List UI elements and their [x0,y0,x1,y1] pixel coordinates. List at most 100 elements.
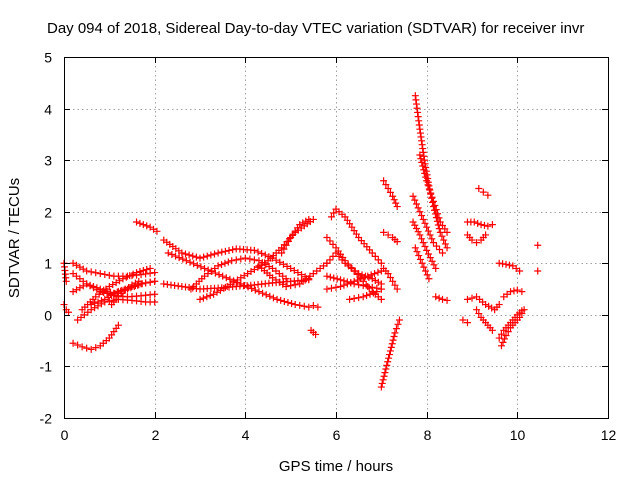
plus-point [417,155,425,163]
plus-point [411,244,419,252]
plus-point [255,288,263,296]
x-tick-label: 4 [242,427,250,443]
plus-point [380,372,388,380]
plus-point [497,342,505,350]
plus-point [359,277,367,285]
plus-point [185,251,193,259]
plus-point [96,270,104,278]
plus-point [200,253,208,261]
plus-point [299,219,307,227]
plus-point [434,210,442,218]
plus-point [384,185,392,193]
plus-point [473,306,481,314]
plus-point [534,241,542,249]
plus-point [83,280,91,288]
plus-point [323,259,331,267]
plus-point [353,270,361,278]
plus-point [432,206,440,214]
plus-point [206,292,214,300]
plus-point [291,281,299,289]
plus-point [495,334,503,342]
series-arc-42 [459,316,471,327]
plus-point [250,246,258,254]
plus-point [393,285,401,293]
plus-point [146,278,154,286]
plus-point [114,321,122,329]
plus-point [485,302,493,310]
plus-point [89,282,97,290]
series-arc-23 [323,272,385,293]
plus-point [179,255,187,263]
plus-point [254,248,262,256]
series-arc-33 [409,192,447,257]
plus-point [371,276,379,284]
plus-point [344,260,352,268]
plus-point [384,358,392,366]
plus-point [296,301,304,309]
series-arc-35 [411,244,433,283]
plus-point [421,219,429,227]
plus-point [499,338,507,346]
plus-point [426,231,434,239]
plus-point [151,290,159,298]
series-arc-18 [278,215,313,257]
plus-point [391,281,399,289]
plus-point [69,339,77,347]
plus-point [221,259,229,267]
plus-point [337,276,345,284]
plus-point [266,292,274,300]
plus-point [443,296,451,304]
plus-point [282,241,290,249]
series-arc-36 [432,293,451,304]
y-tick-label: -2 [40,411,53,427]
plus-point [468,294,476,302]
series-arc-24 [327,205,385,267]
series-arc-39 [463,293,503,314]
plus-point [482,231,490,239]
plus-point [280,245,288,253]
y-tick-label: 3 [44,153,52,169]
plus-point [330,209,338,217]
plus-point [409,218,417,226]
x-tick-label: 6 [333,427,341,443]
series-arc-29 [380,264,401,293]
plus-point [153,227,161,235]
plus-point [429,197,437,205]
plus-point [203,293,211,301]
plus-point [146,264,154,272]
plus-point [305,303,313,311]
series-arc-43 [495,259,524,275]
x-tick-label: 0 [61,427,69,443]
plus-point [436,246,444,254]
plus-point [151,269,159,277]
series-arc-26 [346,285,385,303]
plus-point [416,255,424,263]
plus-point [114,293,122,301]
plus-point [418,259,426,267]
series-arc-11 [133,218,161,235]
plus-point [418,158,426,166]
y-axis-label: SDTVAR / TECUs [6,178,23,298]
plus-point [139,267,147,275]
plus-point [294,269,302,277]
plus-point [248,285,256,293]
plus-point [468,236,476,244]
plus-point [516,267,524,275]
plus-point [347,264,355,272]
series-arc-20 [309,302,322,311]
plus-point [392,199,400,207]
plus-point [389,277,397,285]
plus-point [383,361,391,369]
plus-point [366,290,374,298]
plus-point [142,279,150,287]
plus-point [505,261,513,269]
plus-point [224,258,232,266]
plus-point [222,274,230,282]
x-tick-labels: 0 2 4 6 8 10 12 [61,427,617,443]
plus-point [419,239,427,247]
plus-point [365,273,373,281]
plus-point [423,246,431,254]
plus-point [439,249,447,257]
plus-point [86,281,94,289]
